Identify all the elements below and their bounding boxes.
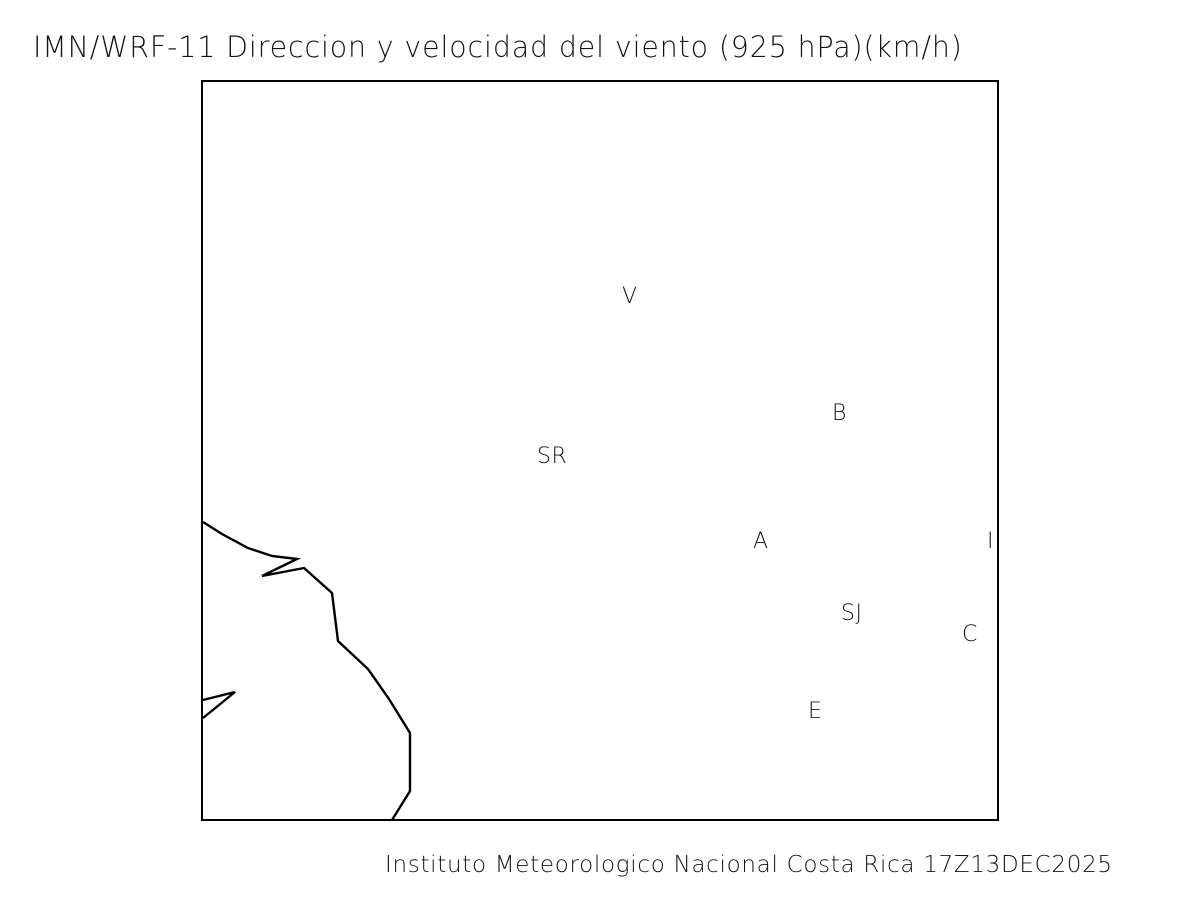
station-label-e: E [808, 699, 823, 724]
station-label-i: I [987, 529, 994, 554]
station-label-c: C [962, 622, 978, 647]
station-label-b: B [832, 401, 847, 426]
station-label-sj: SJ [841, 601, 863, 626]
footer-credit: Instituto Meteorologico Nacional Costa R… [385, 852, 1113, 878]
page-title: IMN/WRF-11 Direccion y velocidad del vie… [33, 30, 963, 64]
map-frame [201, 80, 999, 821]
station-label-a: A [753, 529, 769, 554]
station-label-sr: SR [537, 444, 568, 469]
station-label-v: V [622, 284, 638, 309]
